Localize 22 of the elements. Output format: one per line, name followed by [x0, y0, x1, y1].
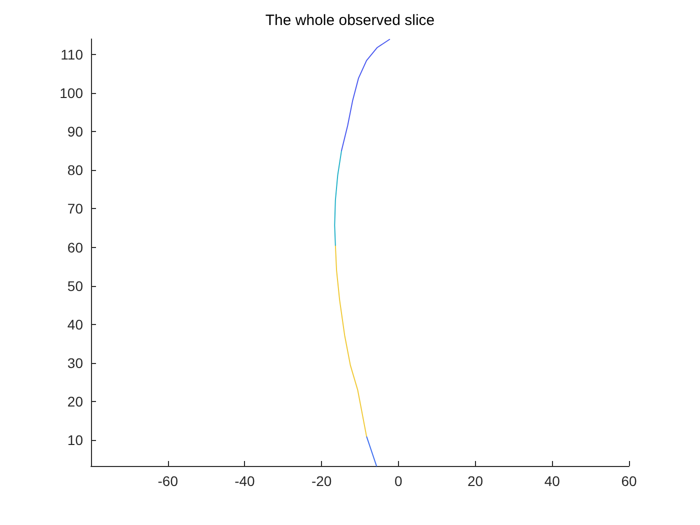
x-tick-label: -40 — [234, 473, 256, 489]
y-tick-label: 100 — [60, 85, 84, 101]
x-tick-label: -60 — [158, 473, 178, 489]
y-tick-label: 90 — [67, 124, 84, 140]
line-series — [341, 38, 390, 151]
y-tick-label: 60 — [67, 239, 84, 256]
chart-title: The whole observed slice — [265, 12, 435, 29]
x-tick-label: 20 — [467, 473, 484, 489]
x-tick-label: 40 — [544, 473, 560, 489]
y-tick-label: 20 — [67, 394, 84, 410]
x-tick-label: 0 — [394, 473, 403, 489]
x-tick-label: -20 — [311, 473, 332, 489]
y-tick-label: 80 — [67, 162, 84, 178]
line-series — [334, 244, 368, 437]
line-series — [334, 150, 342, 246]
y-tick-label: 50 — [67, 278, 84, 294]
y-tick-label: 110 — [60, 46, 84, 62]
y-tick-label: 10 — [67, 432, 84, 448]
y-tick-label: 30 — [67, 355, 84, 372]
y-tick-label: 70 — [67, 200, 84, 217]
x-tick-label: 60 — [621, 473, 637, 489]
y-tick-label: 40 — [67, 316, 84, 332]
